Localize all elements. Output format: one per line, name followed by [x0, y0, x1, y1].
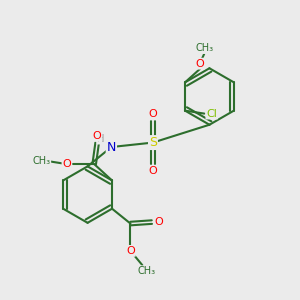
Text: CH₃: CH₃ — [138, 266, 156, 276]
Text: S: S — [149, 136, 157, 149]
Text: O: O — [148, 109, 157, 119]
Text: H: H — [97, 134, 105, 144]
Text: Cl: Cl — [206, 109, 217, 118]
Text: CH₃: CH₃ — [32, 156, 50, 166]
Text: CH₃: CH₃ — [195, 43, 213, 53]
Text: O: O — [93, 131, 102, 141]
Text: O: O — [62, 159, 71, 169]
Text: O: O — [148, 166, 157, 176]
Text: N: N — [107, 140, 116, 154]
Text: O: O — [154, 217, 163, 227]
Text: O: O — [196, 59, 204, 69]
Text: O: O — [126, 246, 135, 256]
